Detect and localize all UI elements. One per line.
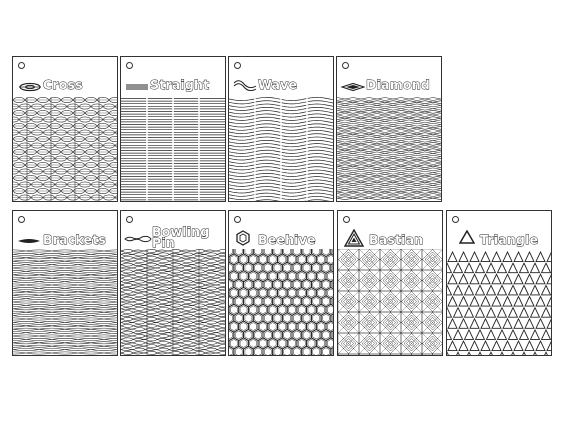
card-beehive: Beehive — [228, 210, 334, 356]
straight-icon — [125, 79, 149, 90]
hang-hole — [18, 216, 25, 223]
card-label: Wave — [258, 77, 298, 92]
card-brackets: Brackets — [12, 210, 118, 356]
bastian-pattern — [338, 249, 442, 355]
hexagon-icon — [235, 230, 251, 246]
card-label: Brackets — [43, 232, 107, 247]
card-wave: Wave — [228, 56, 334, 202]
card-straight: Straight — [120, 56, 226, 202]
cross-pattern — [13, 97, 117, 201]
bowling-pin-icon — [124, 231, 152, 243]
beehive-pattern — [229, 249, 333, 355]
hang-hole — [18, 62, 25, 69]
card-bastian: Bastian — [337, 210, 443, 356]
bowling-pin-pattern — [121, 249, 225, 355]
hang-hole — [343, 216, 350, 223]
triangle-pattern — [447, 250, 551, 355]
card-label: Straight — [150, 77, 210, 92]
straight-pattern — [121, 97, 225, 201]
hang-hole — [234, 62, 241, 69]
wave-icon — [233, 78, 257, 92]
bastian-triangle-icon — [343, 228, 365, 247]
hang-hole — [126, 62, 133, 69]
hang-hole — [126, 216, 133, 223]
card-label: Beehive — [258, 232, 316, 247]
hang-hole — [342, 62, 349, 69]
hang-hole — [452, 216, 459, 223]
hang-hole — [234, 216, 241, 223]
card-diamond: Diamond — [336, 56, 442, 202]
triangle-icon — [458, 229, 476, 244]
cross-icon — [19, 79, 41, 92]
card-label: Diamond — [366, 77, 431, 92]
card-label: Bastian — [369, 232, 424, 247]
card-label: Triangle — [480, 232, 539, 247]
card-bowling-pin: Bowling Pin — [120, 210, 226, 356]
card-triangle: Triangle — [446, 210, 552, 356]
card-label: Cross — [43, 77, 84, 92]
wave-pattern — [229, 97, 333, 201]
card-label: Bowling Pin — [152, 224, 210, 250]
card-cross: Cross — [12, 56, 118, 202]
brackets-pattern — [13, 249, 117, 355]
brackets-icon — [17, 233, 41, 243]
diamond-icon — [340, 79, 366, 92]
diamond-pattern — [337, 97, 441, 200]
